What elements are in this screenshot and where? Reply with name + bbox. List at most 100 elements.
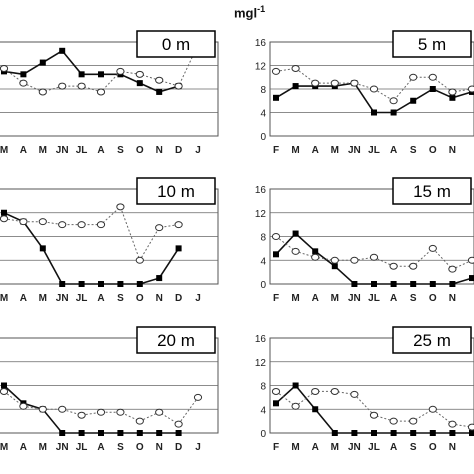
y-tick-label: 8 xyxy=(260,382,266,393)
chart-panel: 16 12 8 4 0F M A M JN JL A S O N 25 m xyxy=(255,326,474,453)
open-circle-marker xyxy=(409,73,418,81)
filled-square-marker xyxy=(136,281,143,287)
x-tick-label: A xyxy=(20,145,27,156)
filled-square-marker xyxy=(371,109,377,116)
x-tick-label: JL xyxy=(76,145,88,156)
depth-label: 5 m xyxy=(418,35,446,54)
open-circle-marker xyxy=(19,402,28,410)
open-circle-marker xyxy=(311,79,320,87)
open-circle-marker xyxy=(58,82,67,90)
filled-square-marker xyxy=(312,248,319,255)
x-tick-label: J xyxy=(195,293,201,304)
filled-square-marker xyxy=(59,430,66,436)
filled-square-marker xyxy=(20,71,27,78)
filled-square-marker xyxy=(429,86,436,92)
x-tick-label: A xyxy=(97,442,104,453)
x-tick-label: JN xyxy=(56,293,69,304)
filled-square-marker xyxy=(1,209,7,216)
x-tick-label: JL xyxy=(368,293,380,304)
filled-square-marker xyxy=(429,281,436,287)
y-tick-label: 4 xyxy=(260,256,266,267)
open-circle-marker xyxy=(428,405,437,413)
open-circle-marker xyxy=(291,64,300,72)
open-circle-marker xyxy=(0,215,9,223)
open-circle-marker xyxy=(467,85,474,93)
series-line xyxy=(3,205,179,262)
depth-label: 10 m xyxy=(157,182,195,201)
open-circle-marker xyxy=(448,265,457,273)
filled-square-marker xyxy=(351,430,358,436)
filled-square-marker xyxy=(78,71,85,78)
x-tick-label: J xyxy=(195,442,201,453)
depth-label-box xyxy=(392,326,472,354)
y-tick-label: 4 xyxy=(260,109,266,120)
x-tick-label: JN xyxy=(348,293,361,304)
open-circle-marker xyxy=(135,70,144,78)
open-circle-marker xyxy=(428,244,437,252)
filled-square-marker xyxy=(351,281,358,287)
open-circle-marker xyxy=(350,256,359,264)
x-tick-label: JN xyxy=(56,145,69,156)
x-tick-label: M xyxy=(291,145,299,156)
open-circle-marker xyxy=(271,387,281,395)
filled-square-marker xyxy=(292,83,299,90)
open-circle-marker xyxy=(448,88,457,96)
x-tick-label: A xyxy=(97,145,104,156)
x-tick-label: A xyxy=(390,293,397,304)
filled-square-marker xyxy=(410,281,417,287)
x-tick-label: JN xyxy=(348,145,361,156)
filled-square-marker xyxy=(273,400,279,407)
x-tick-label: S xyxy=(410,293,417,304)
open-circle-marker xyxy=(77,411,86,419)
filled-square-marker xyxy=(136,430,143,436)
x-tick-label: D xyxy=(175,442,182,453)
filled-square-marker xyxy=(39,245,46,252)
filled-square-marker xyxy=(410,97,417,104)
depth-label-box xyxy=(136,30,216,58)
open-circle-marker xyxy=(155,224,164,232)
y-tick-label: 16 xyxy=(255,334,267,345)
chart-panel: M A M JN JL A S O N D J 10 m xyxy=(0,177,219,304)
filled-square-marker xyxy=(331,430,338,436)
open-circle-marker xyxy=(330,79,339,87)
filled-square-marker xyxy=(156,430,163,436)
open-circle-marker xyxy=(350,390,359,398)
open-circle-marker xyxy=(271,67,281,75)
open-circle-marker xyxy=(96,408,106,416)
depth-label-box xyxy=(136,177,216,205)
filled-square-marker xyxy=(469,430,474,436)
chart-panel: M A M JN JL A S O N D J 0 m xyxy=(0,30,219,156)
open-circle-marker xyxy=(116,408,125,416)
open-circle-marker xyxy=(291,402,300,410)
x-tick-label: M xyxy=(0,293,8,304)
x-tick-label: F xyxy=(273,293,279,304)
open-circle-marker xyxy=(38,88,47,96)
filled-square-marker xyxy=(371,281,377,287)
filled-square-marker xyxy=(390,281,397,287)
x-tick-label: A xyxy=(390,442,397,453)
y-tick-label: 0 xyxy=(260,429,266,440)
x-tick-label: M xyxy=(0,145,8,156)
open-circle-marker xyxy=(155,408,164,416)
y-tick-label: 0 xyxy=(260,280,266,291)
open-circle-marker xyxy=(369,253,379,261)
x-tick-label: JN xyxy=(348,442,361,453)
open-circle-marker xyxy=(369,85,379,93)
x-tick-label: JL xyxy=(368,442,380,453)
filled-square-marker xyxy=(175,430,182,436)
x-tick-label: A xyxy=(312,145,319,156)
filled-square-marker xyxy=(156,88,163,95)
filled-square-marker xyxy=(273,94,279,101)
x-tick-label: M xyxy=(291,293,299,304)
x-tick-label: M xyxy=(39,293,47,304)
filled-square-marker xyxy=(98,430,104,436)
unit-label: mgl-1 xyxy=(234,4,266,21)
x-tick-label: JN xyxy=(56,442,69,453)
filled-square-marker xyxy=(449,281,456,287)
x-tick-label: JL xyxy=(76,442,88,453)
depth-label-box xyxy=(136,326,216,354)
y-tick-label: 12 xyxy=(255,62,267,73)
x-tick-label: S xyxy=(410,442,417,453)
open-circle-marker xyxy=(311,253,320,261)
